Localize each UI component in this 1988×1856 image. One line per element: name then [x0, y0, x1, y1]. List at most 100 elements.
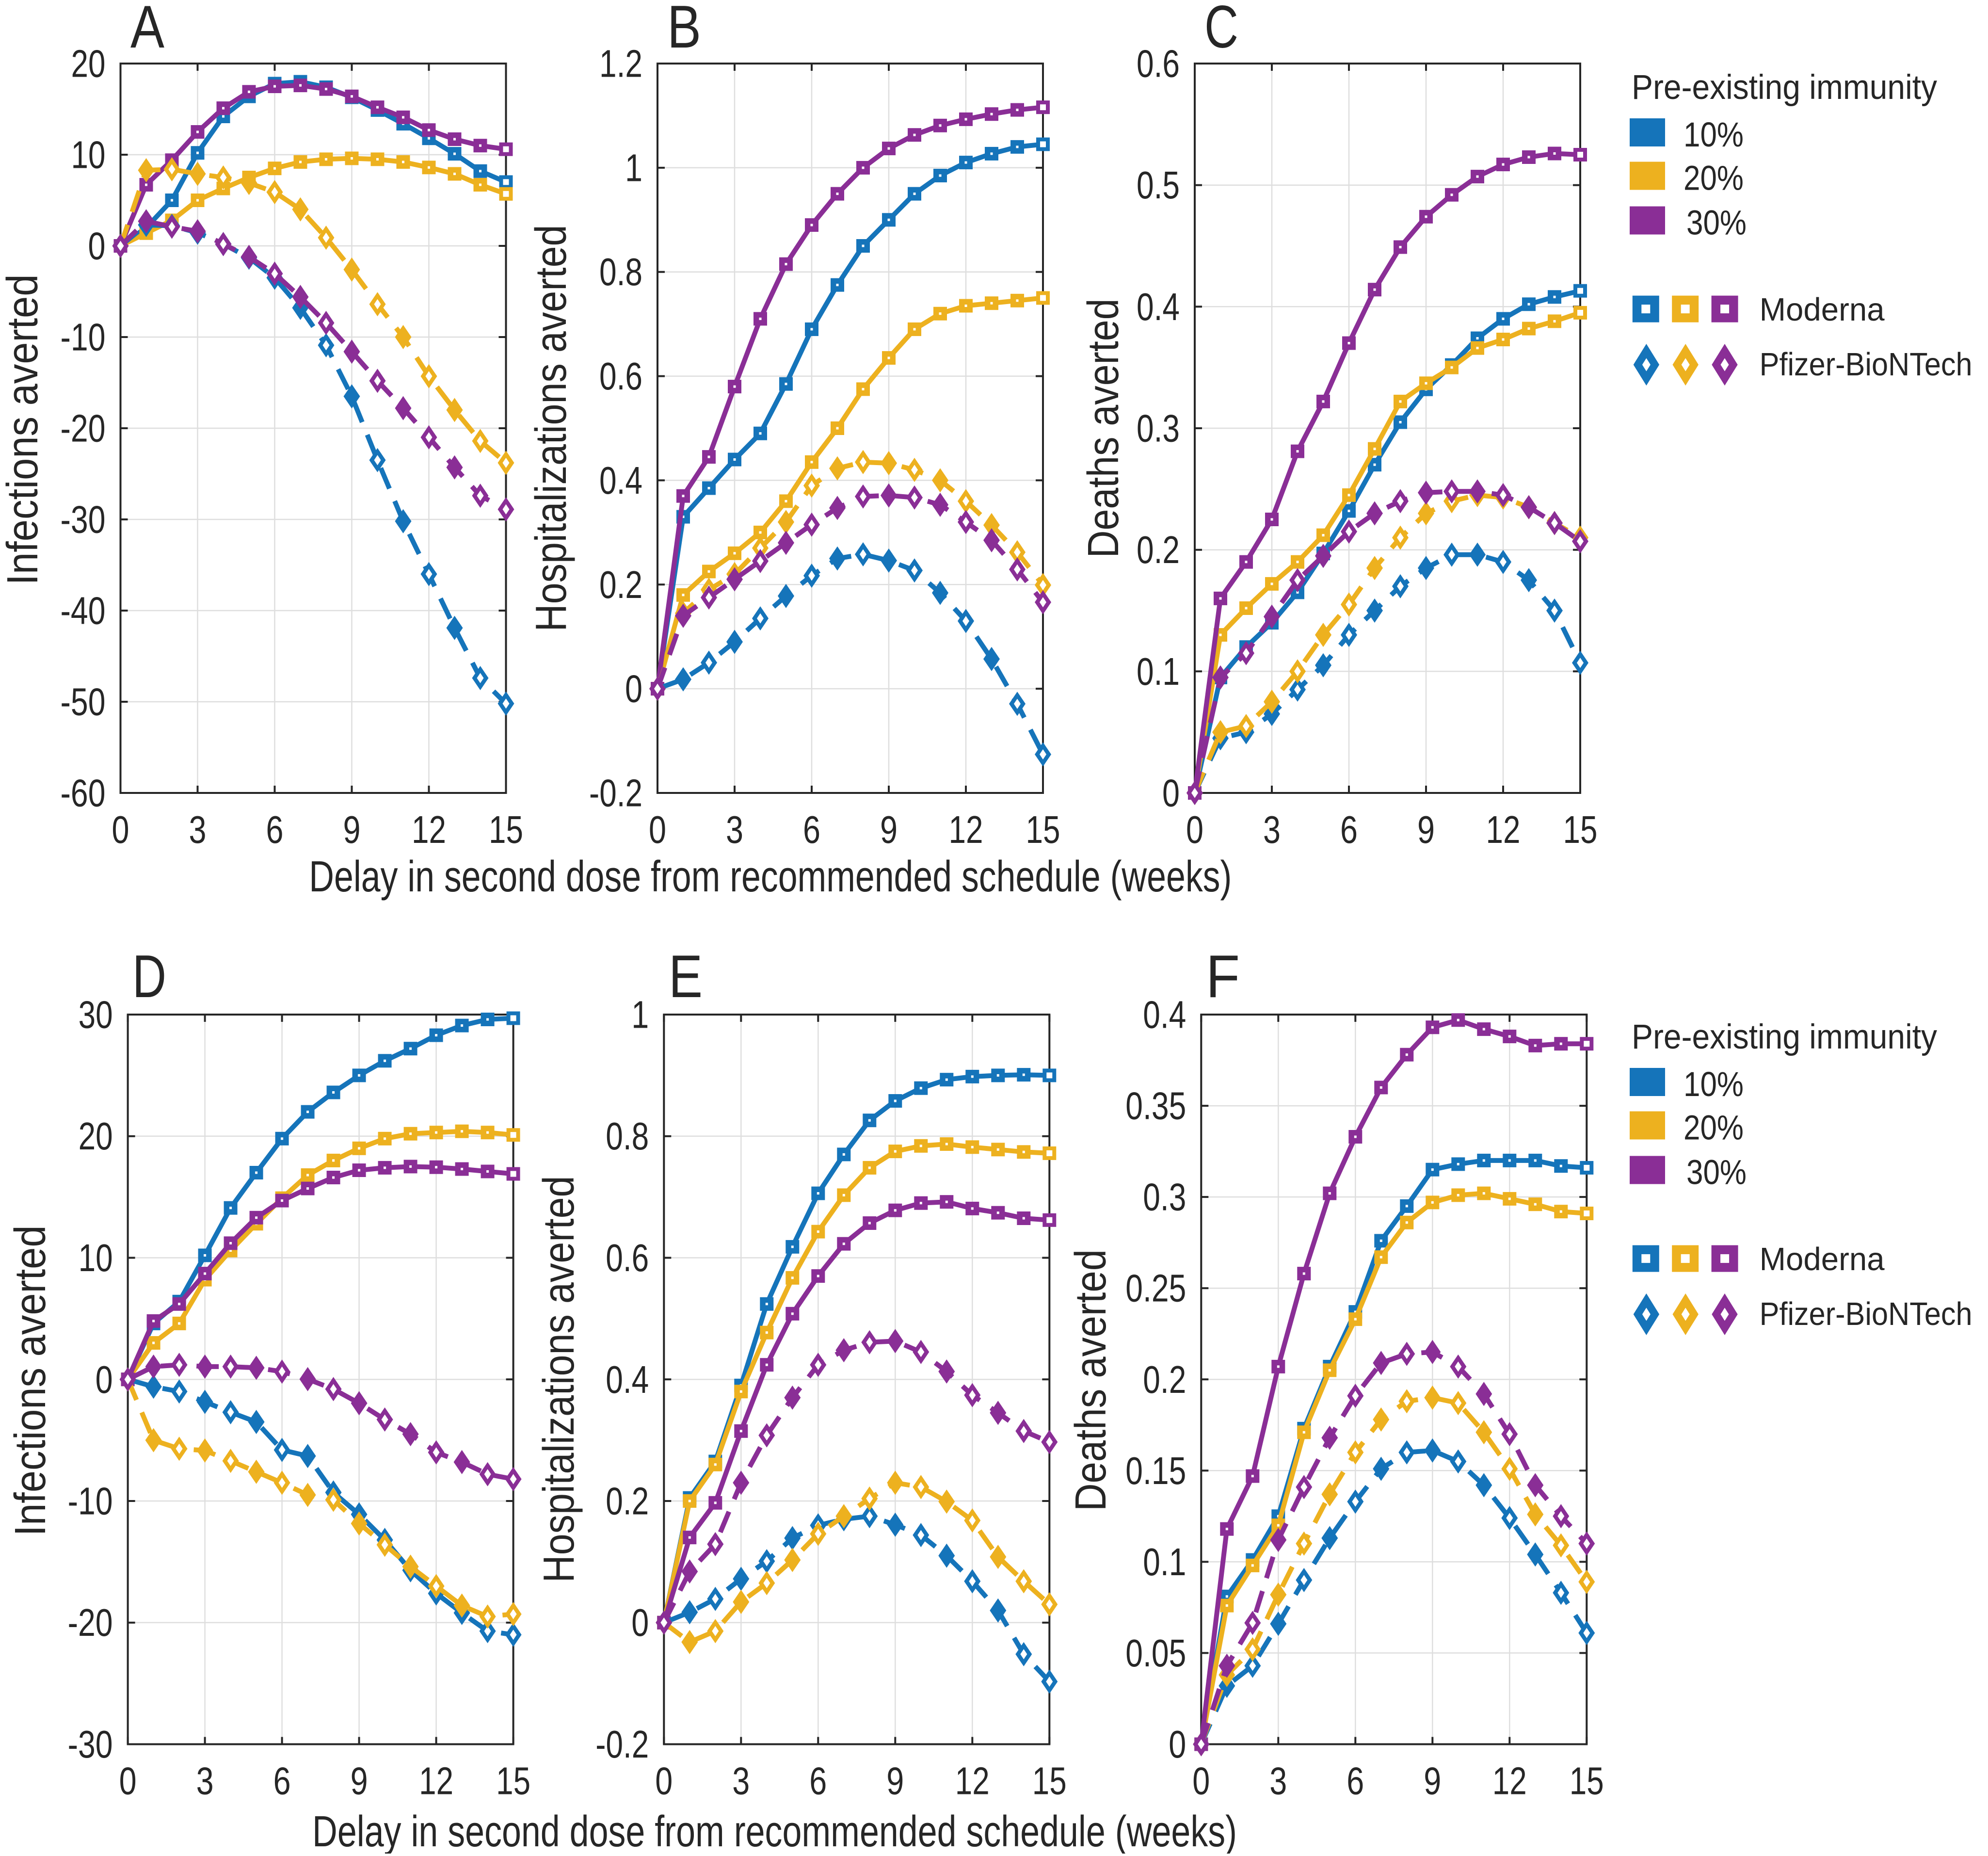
svg-text:15: 15: [1026, 808, 1060, 851]
svg-text:0: 0: [88, 225, 106, 268]
svg-text:Moderna: Moderna: [1760, 1241, 1885, 1277]
svg-text:6: 6: [1347, 1759, 1364, 1803]
svg-text:Pre-existing immunity: Pre-existing immunity: [1632, 1018, 1937, 1056]
svg-text:F: F: [1206, 943, 1240, 1010]
svg-text:1.2: 1.2: [599, 42, 642, 85]
svg-text:Pre-existing immunity: Pre-existing immunity: [1632, 68, 1937, 107]
svg-text:3: 3: [196, 1759, 214, 1803]
svg-text:Pfizer-BioNTech: Pfizer-BioNTech: [1760, 1296, 1972, 1332]
svg-text:12: 12: [949, 808, 983, 851]
svg-text:10%: 10%: [1683, 1065, 1744, 1104]
svg-text:0: 0: [655, 1759, 673, 1803]
svg-text:30%: 30%: [1686, 1154, 1747, 1192]
svg-text:0.1: 0.1: [1137, 650, 1180, 693]
svg-text:C: C: [1204, 0, 1238, 61]
svg-text:9: 9: [1424, 1759, 1441, 1803]
svg-text:0.3: 0.3: [1137, 407, 1180, 450]
svg-text:-60: -60: [61, 772, 106, 815]
svg-text:-0.2: -0.2: [595, 1723, 649, 1766]
svg-text:3: 3: [1263, 808, 1281, 851]
svg-text:0.6: 0.6: [599, 355, 642, 398]
svg-text:0: 0: [631, 1601, 649, 1644]
svg-text:-10: -10: [61, 316, 106, 359]
svg-text:6: 6: [809, 1759, 827, 1803]
svg-text:0: 0: [649, 808, 666, 851]
svg-text:9: 9: [343, 808, 361, 851]
svg-text:-0.2: -0.2: [589, 772, 642, 815]
svg-text:0: 0: [625, 667, 642, 710]
svg-text:0.4: 0.4: [1143, 993, 1186, 1036]
svg-text:-20: -20: [61, 407, 106, 450]
svg-text:3: 3: [1269, 1759, 1287, 1803]
svg-text:0.4: 0.4: [599, 459, 642, 502]
svg-text:3: 3: [726, 808, 743, 851]
svg-text:15: 15: [1563, 808, 1598, 851]
svg-text:Deaths averted: Deaths averted: [1067, 1249, 1115, 1511]
svg-text:12: 12: [955, 1759, 990, 1803]
svg-text:0: 0: [112, 808, 129, 851]
svg-text:20%: 20%: [1683, 1109, 1744, 1147]
svg-text:0.5: 0.5: [1137, 163, 1180, 207]
svg-text:Hospitalizations averted: Hospitalizations averted: [527, 225, 576, 632]
svg-text:9: 9: [1417, 808, 1435, 851]
svg-text:15: 15: [1032, 1759, 1067, 1803]
svg-text:Pfizer-BioNTech: Pfizer-BioNTech: [1760, 346, 1972, 383]
svg-text:10: 10: [71, 133, 106, 177]
svg-text:0.3: 0.3: [1143, 1176, 1186, 1219]
svg-text:0.8: 0.8: [606, 1114, 649, 1158]
svg-text:0: 0: [1186, 808, 1203, 851]
svg-text:0.15: 0.15: [1125, 1449, 1186, 1492]
svg-text:6: 6: [273, 1759, 291, 1803]
svg-text:0.4: 0.4: [606, 1358, 649, 1401]
svg-text:30%: 30%: [1686, 204, 1747, 242]
svg-text:20%: 20%: [1683, 160, 1744, 198]
svg-text:6: 6: [803, 808, 820, 851]
svg-text:0.2: 0.2: [1137, 528, 1180, 571]
svg-text:12: 12: [419, 1759, 453, 1803]
svg-text:A: A: [130, 0, 164, 61]
svg-text:D: D: [132, 943, 166, 1010]
svg-text:0.1: 0.1: [1143, 1540, 1186, 1583]
svg-text:-20: -20: [68, 1601, 113, 1644]
svg-text:9: 9: [880, 808, 898, 851]
svg-text:15: 15: [1570, 1759, 1604, 1803]
svg-text:-50: -50: [61, 680, 106, 724]
svg-text:10: 10: [79, 1236, 113, 1279]
svg-text:9: 9: [351, 1759, 368, 1803]
svg-text:Moderna: Moderna: [1760, 291, 1885, 328]
svg-text:6: 6: [266, 808, 284, 851]
svg-text:Hospitalizations averted: Hospitalizations averted: [535, 1176, 583, 1583]
svg-text:0.6: 0.6: [1137, 42, 1180, 85]
svg-text:0: 0: [1192, 1759, 1210, 1803]
svg-text:Deaths averted: Deaths averted: [1079, 299, 1128, 558]
svg-text:-30: -30: [68, 1723, 113, 1766]
svg-text:-40: -40: [61, 589, 106, 632]
svg-text:0: 0: [1169, 1723, 1186, 1766]
svg-text:20: 20: [79, 1114, 113, 1158]
svg-text:Infections averted: Infections averted: [0, 274, 47, 585]
svg-text:30: 30: [79, 993, 113, 1036]
svg-text:0.35: 0.35: [1125, 1084, 1186, 1128]
svg-text:0.2: 0.2: [606, 1480, 649, 1523]
svg-text:-10: -10: [68, 1480, 113, 1523]
svg-text:3: 3: [732, 1759, 750, 1803]
svg-text:0: 0: [1162, 772, 1180, 815]
svg-text:0: 0: [119, 1759, 137, 1803]
svg-text:0.05: 0.05: [1125, 1631, 1186, 1675]
svg-text:0: 0: [96, 1358, 113, 1401]
svg-text:15: 15: [496, 1759, 530, 1803]
svg-text:B: B: [667, 0, 701, 61]
svg-text:0.2: 0.2: [1143, 1358, 1186, 1401]
svg-text:0.8: 0.8: [599, 250, 642, 293]
svg-text:E: E: [669, 943, 703, 1010]
svg-text:15: 15: [489, 808, 523, 851]
svg-text:1: 1: [631, 993, 649, 1036]
svg-text:0.4: 0.4: [1137, 285, 1180, 328]
svg-text:6: 6: [1340, 808, 1358, 851]
svg-text:20: 20: [71, 42, 106, 85]
svg-text:0.2: 0.2: [599, 563, 642, 606]
svg-text:Delay in second dose from reco: Delay in second dose from recommended sc…: [309, 853, 1232, 901]
svg-text:Infections averted: Infections averted: [6, 1226, 55, 1536]
svg-text:12: 12: [412, 808, 446, 851]
svg-text:12: 12: [1486, 808, 1521, 851]
